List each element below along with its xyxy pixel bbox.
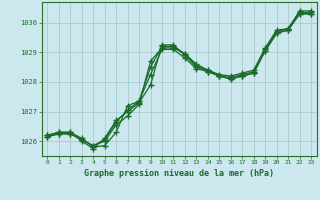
X-axis label: Graphe pression niveau de la mer (hPa): Graphe pression niveau de la mer (hPa) <box>84 169 274 178</box>
